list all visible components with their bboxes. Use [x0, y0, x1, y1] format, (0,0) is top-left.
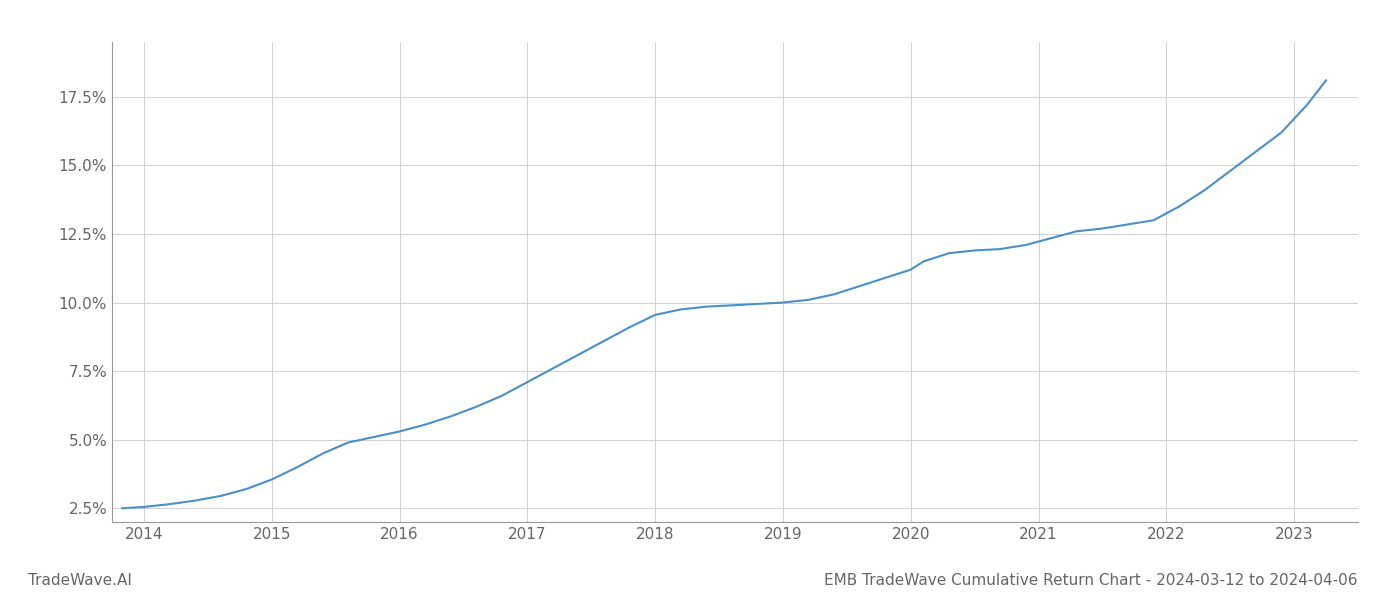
Text: EMB TradeWave Cumulative Return Chart - 2024-03-12 to 2024-04-06: EMB TradeWave Cumulative Return Chart - …: [825, 573, 1358, 588]
Text: TradeWave.AI: TradeWave.AI: [28, 573, 132, 588]
